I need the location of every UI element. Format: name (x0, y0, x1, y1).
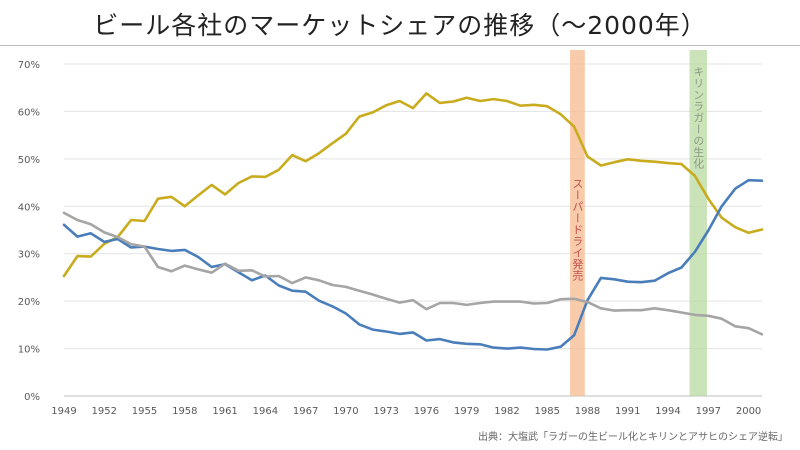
x-tick-label: 1961 (212, 406, 237, 417)
x-tick-label: 1985 (535, 406, 560, 417)
x-tick-label: 1982 (494, 406, 519, 417)
y-tick-label: 30% (18, 250, 40, 261)
x-tick-label: 1979 (454, 406, 479, 417)
series-line-3 (62, 211, 764, 336)
y-tick-label: 10% (18, 345, 40, 356)
x-tick-label: 2000 (736, 406, 761, 417)
band-label: キリンラガーの生化 (692, 66, 705, 170)
band-label: スーパードライ発売 (571, 178, 584, 282)
x-tick-label: 1970 (333, 406, 358, 417)
series-line-2 (62, 178, 764, 351)
title-divider (0, 45, 800, 46)
highlight-band (570, 50, 585, 396)
y-tick-label: 0% (24, 392, 40, 403)
x-tick-label: 1988 (575, 406, 600, 417)
source-note: 出典：大塩武「ラガーの生ビール化とキリンとアサヒのシェア逆転」 (478, 432, 788, 443)
title-bar: ビール各社のマーケットシェアの推移（〜2000年） (0, 0, 800, 46)
x-tick-label: 1973 (373, 406, 398, 417)
page-title: ビール各社のマーケットシェアの推移（〜2000年） (93, 11, 707, 40)
y-tick-label: 50% (18, 155, 40, 166)
y-tick-label: 70% (18, 60, 40, 71)
highlight-band (689, 50, 707, 396)
x-tick-label: 1955 (132, 406, 157, 417)
x-tick-label: 1958 (172, 406, 197, 417)
x-tick-label: 1991 (615, 406, 640, 417)
y-tick-label: 20% (18, 297, 40, 308)
x-tick-label: 1967 (293, 406, 318, 417)
y-tick-label: 60% (18, 107, 40, 118)
x-tick-label: 1949 (51, 406, 76, 417)
series-line-1 (62, 92, 764, 278)
x-tick-label: 1994 (655, 406, 680, 417)
y-tick-label: 40% (18, 202, 40, 213)
x-tick-label: 1952 (92, 406, 117, 417)
x-tick-label: 1976 (414, 406, 439, 417)
x-tick-label: 1997 (696, 406, 721, 417)
x-tick-label: 1964 (253, 406, 278, 417)
